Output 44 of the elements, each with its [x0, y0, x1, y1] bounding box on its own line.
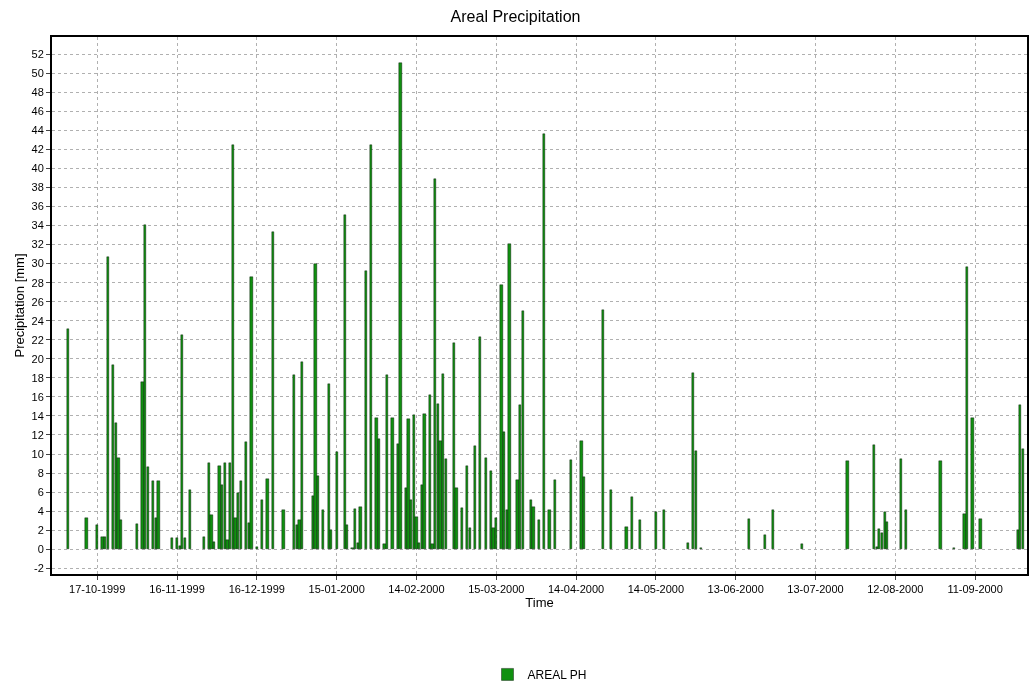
- y-tick-label: 8: [37, 466, 44, 479]
- x-tick-label: 14-02-2000: [388, 583, 445, 596]
- y-tick-label: 10: [31, 447, 44, 460]
- y-tick-label: 22: [31, 333, 44, 346]
- chart-title: Areal Precipitation: [450, 7, 581, 25]
- y-tick-label: 30: [31, 257, 44, 270]
- y-tick-label: 48: [31, 86, 44, 99]
- x-tick-label: 14-04-2000: [547, 583, 605, 596]
- y-tick-label: 32: [31, 238, 44, 251]
- x-tick-label: 16-11-1999: [149, 583, 205, 596]
- y-tick-label: 24: [31, 314, 44, 327]
- x-tick-label: 15-03-2000: [468, 583, 525, 596]
- x-axis-title: Time: [525, 595, 554, 611]
- x-tick-label: 11-09-2000: [947, 583, 1003, 596]
- y-tick-label: 46: [31, 105, 44, 118]
- y-tick-label: 28: [31, 276, 44, 289]
- y-tick-label: 40: [31, 162, 44, 175]
- y-tick-label: 4: [37, 505, 44, 518]
- x-tick-label: 17-10-1999: [69, 583, 126, 596]
- y-tick-label: -2: [34, 562, 44, 575]
- y-tick-label: 44: [31, 124, 44, 137]
- y-tick-label: 38: [31, 181, 44, 194]
- y-tick-label: 20: [31, 352, 44, 365]
- y-tick-label: 14: [31, 409, 44, 422]
- x-tick-label: 14-05-2000: [627, 583, 685, 596]
- y-tick-label: 42: [31, 143, 44, 156]
- y-tick-label: 26: [31, 295, 44, 308]
- x-tick-label: 15-01-2000: [308, 583, 365, 596]
- y-tick-label: 18: [31, 371, 44, 384]
- y-tick-label: 52: [31, 47, 44, 60]
- y-tick-label: 6: [37, 485, 44, 498]
- y-tick-label: 34: [31, 219, 44, 232]
- y-tick-label: 16: [31, 390, 44, 403]
- x-tick-label: 12-08-2000: [867, 583, 924, 596]
- y-tick-label: 0: [37, 543, 44, 556]
- y-tick-label: 12: [31, 428, 44, 441]
- y-tick-label: 2: [37, 524, 44, 537]
- legend-label: AREAL PH: [527, 668, 587, 683]
- y-tick-label: 50: [31, 67, 44, 80]
- x-tick-label: 13-06-2000: [707, 583, 764, 596]
- y-tick-label: 36: [31, 200, 44, 213]
- x-tick-label: 13-07-2000: [787, 583, 844, 596]
- x-tick-label: 16-12-1999: [228, 583, 285, 596]
- y-axis-title: Precipitation [mm]: [12, 253, 27, 358]
